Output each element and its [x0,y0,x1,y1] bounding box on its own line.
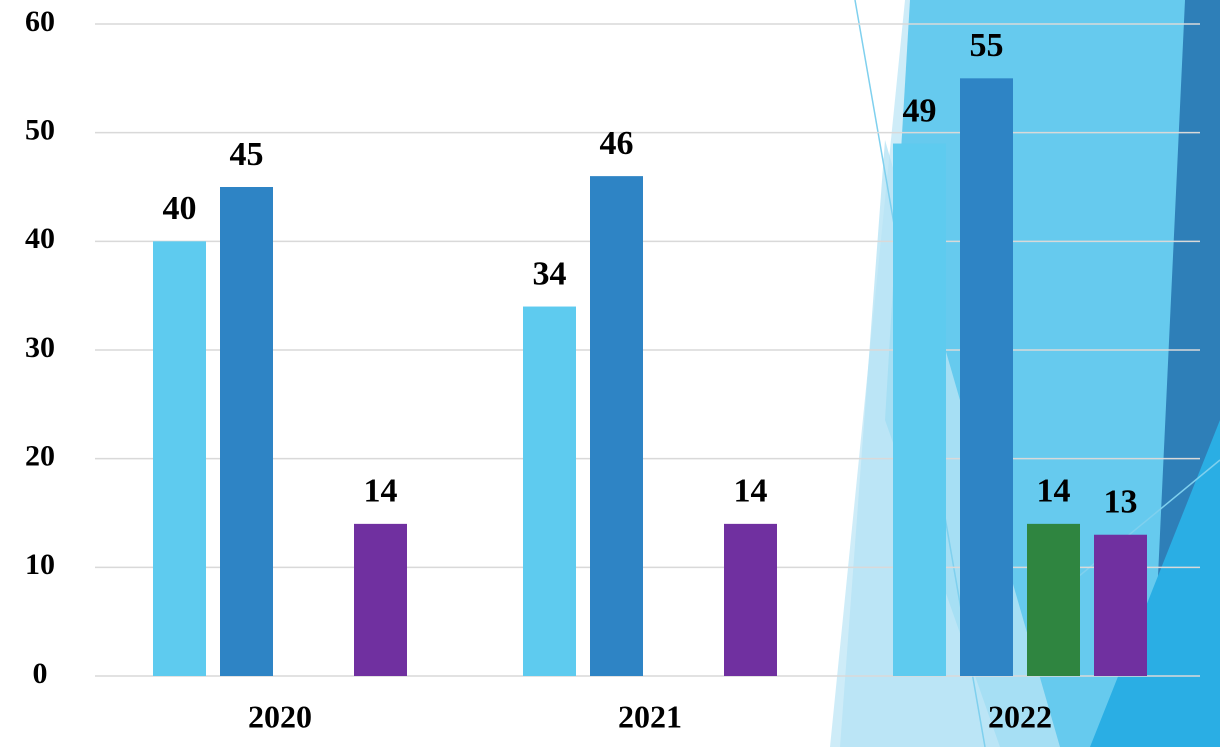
value-label: 45 [230,136,264,173]
bar [1094,534,1147,676]
y-tick-label: 0 [33,657,48,690]
y-tick-label: 50 [25,114,55,147]
bar [590,176,643,676]
value-label: 34 [533,255,567,292]
value-label: 14 [734,473,768,510]
y-tick-label: 10 [25,548,55,581]
bar [220,187,273,676]
bar [523,306,576,676]
bar [1027,523,1080,676]
value-label: 14 [364,473,398,510]
bar [893,143,946,677]
background-decoration [830,0,1220,747]
value-label: 46 [600,125,634,162]
y-tick-label: 20 [25,440,55,473]
bar [354,523,407,676]
x-tick-label: 2021 [618,698,682,734]
bar [153,241,206,677]
x-tick-label: 2022 [988,698,1052,734]
value-label: 14 [1037,473,1071,510]
value-label: 40 [163,190,197,227]
y-tick-label: 60 [25,5,55,38]
value-label: 49 [903,92,937,129]
y-tick-label: 30 [25,331,55,364]
y-tick-label: 40 [25,222,55,255]
bar [960,78,1013,677]
bar [724,523,777,676]
value-label: 13 [1104,484,1138,521]
value-label: 55 [970,27,1004,64]
x-tick-label: 2020 [248,698,312,734]
